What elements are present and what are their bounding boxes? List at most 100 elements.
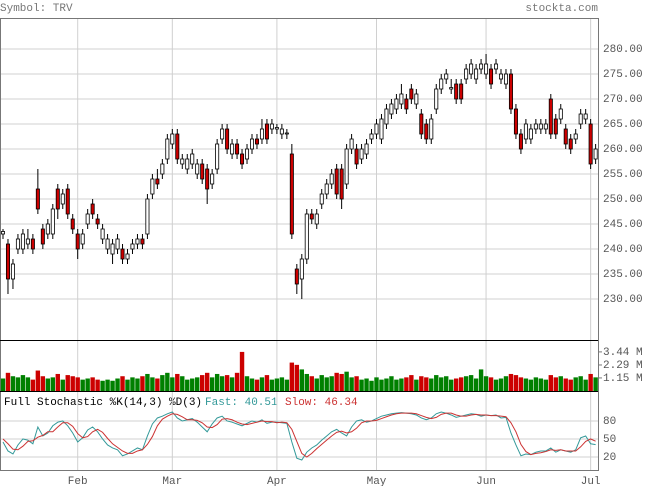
candle-body xyxy=(185,158,190,170)
volume-bar xyxy=(175,373,180,391)
volume-bar xyxy=(214,373,220,391)
volume-bar xyxy=(453,378,459,391)
candle-body xyxy=(0,231,6,235)
volume-bar xyxy=(583,379,588,391)
candle-body xyxy=(165,138,170,160)
candle-body xyxy=(439,78,444,90)
volume-bar xyxy=(60,379,65,391)
volume-bar xyxy=(294,364,300,391)
candle-body xyxy=(319,193,324,205)
chart-title: Symbol: TRV xyxy=(0,3,73,15)
volume-bar xyxy=(434,375,439,391)
volume-bar xyxy=(488,377,494,391)
candle-body xyxy=(55,188,60,210)
candle-body xyxy=(583,113,588,120)
y-tick-label: 240.00 xyxy=(603,244,643,256)
volume-bar xyxy=(568,379,573,391)
y-tick-label: 230.00 xyxy=(603,294,643,306)
volume-bar xyxy=(518,377,524,391)
candle-body xyxy=(314,213,319,225)
candle-body xyxy=(533,123,538,130)
legend-fast: Fast: 40.51 xyxy=(205,397,278,409)
candle-body xyxy=(284,132,289,135)
volume-bar xyxy=(548,375,553,391)
volume-bar xyxy=(498,378,504,391)
volume-bar xyxy=(45,378,51,391)
volume-bar xyxy=(160,375,165,391)
candle-body xyxy=(538,123,543,130)
volume-bar xyxy=(319,375,324,391)
volume-bar xyxy=(115,378,120,391)
volume-bar xyxy=(264,375,270,391)
volume-bar xyxy=(543,379,549,391)
candle-body xyxy=(588,123,593,165)
candle-body xyxy=(70,218,75,230)
volume-bar xyxy=(55,373,60,391)
candle-body xyxy=(294,268,299,285)
candle-body xyxy=(190,153,195,165)
volume-bar xyxy=(165,372,170,391)
volume-bar xyxy=(523,378,529,391)
candle-body xyxy=(528,128,533,140)
candle-body xyxy=(498,73,503,80)
candle-body xyxy=(195,163,200,175)
candle-body xyxy=(484,63,489,75)
y-tick-label: 270.00 xyxy=(603,94,643,106)
volume-bar xyxy=(284,379,290,391)
volume-bar xyxy=(444,376,449,391)
y-tick-label: 235.00 xyxy=(603,269,643,281)
candle-body xyxy=(240,153,245,165)
candle-body xyxy=(15,238,20,250)
volume-bar xyxy=(354,376,359,391)
candle-body xyxy=(429,118,434,140)
volume-bar xyxy=(424,377,429,391)
candle-body xyxy=(479,63,484,70)
volume-bar xyxy=(429,378,434,391)
candle-body xyxy=(225,128,230,150)
candle-body xyxy=(513,108,518,135)
candle-body xyxy=(389,103,394,115)
x-tick-label: May xyxy=(367,476,387,486)
volume-bar xyxy=(70,376,75,391)
volume-bar xyxy=(35,370,41,391)
candle-body xyxy=(95,218,100,225)
candle-body xyxy=(254,138,259,145)
volume-bar xyxy=(105,379,110,391)
candle-body xyxy=(379,118,384,140)
y-tick-label: 80 xyxy=(603,416,616,428)
volume-bar xyxy=(414,379,419,391)
volume-bar xyxy=(145,373,150,391)
candle-body xyxy=(309,213,314,220)
y-tick-label: 245.00 xyxy=(603,219,643,231)
volume-bar xyxy=(180,376,185,391)
candle-body xyxy=(85,213,90,225)
volume-bar xyxy=(463,376,469,391)
candle-body xyxy=(125,253,130,260)
candle-body xyxy=(130,243,135,250)
volume-bar xyxy=(419,376,424,391)
candle-body xyxy=(269,123,274,130)
candle-body xyxy=(474,68,479,80)
volume-bar xyxy=(359,379,364,391)
candle-body xyxy=(170,133,175,145)
stochastic-line xyxy=(2,412,596,458)
candle-body xyxy=(75,233,80,250)
candle-body xyxy=(215,143,220,170)
volume-bar xyxy=(384,378,389,391)
volume-bar xyxy=(304,373,309,391)
candle-body xyxy=(344,148,349,185)
volume-bar xyxy=(185,379,190,391)
volume-bar xyxy=(279,377,285,391)
candle-body xyxy=(155,178,160,185)
candle-body xyxy=(449,87,454,90)
candle-body xyxy=(494,63,499,70)
volume-bar xyxy=(439,377,444,391)
candle-body xyxy=(249,138,254,150)
volume-bar xyxy=(379,379,384,391)
candle-body xyxy=(489,68,494,85)
candle-body xyxy=(299,258,304,280)
candle-body xyxy=(419,113,424,135)
volume-bar xyxy=(110,380,115,391)
volume-bar xyxy=(195,377,200,391)
